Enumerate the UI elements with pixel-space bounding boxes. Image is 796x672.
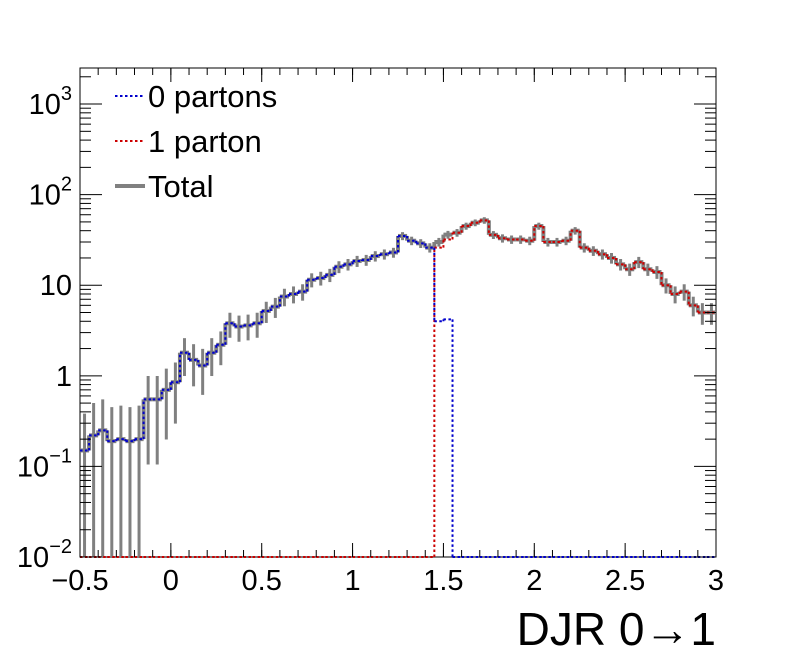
legend-label-total: Total <box>148 169 213 204</box>
x-tick-label: 1.5 <box>423 565 463 597</box>
series-total <box>80 217 716 557</box>
y-tick-label: 102 <box>29 174 72 212</box>
x-tick-label: 2.5 <box>605 565 645 597</box>
legend: 0 partons 1 parton Total <box>115 79 277 204</box>
y-tick-label: 103 <box>29 83 72 121</box>
x-axis-title: DJR 0→1 <box>517 603 716 655</box>
plot-frame <box>79 67 717 558</box>
series-1-parton <box>80 219 716 558</box>
y-tick-label: 1 <box>56 361 72 393</box>
y-tick-label: 10−1 <box>17 445 72 483</box>
legend-label-1-parton: 1 parton <box>148 124 262 159</box>
x-tick-label: 0 <box>163 565 179 597</box>
legend-label-0-partons: 0 partons <box>148 79 277 114</box>
y-tick-label: 10−2 <box>17 536 72 574</box>
series-0-partons <box>80 234 716 558</box>
x-tick-label: 1 <box>345 565 361 597</box>
x-tick-label: 3 <box>708 565 724 597</box>
x-tick-label: 2 <box>526 565 542 597</box>
x-tick-label: −0.5 <box>51 565 108 597</box>
x-tick-label: 0.5 <box>242 565 282 597</box>
axes: −0.5 0 0.5 1 1.5 2 2.5 3 10−2 10−1 1 10 102 103 <box>17 68 724 597</box>
y-tick-label: 10 <box>40 270 72 302</box>
